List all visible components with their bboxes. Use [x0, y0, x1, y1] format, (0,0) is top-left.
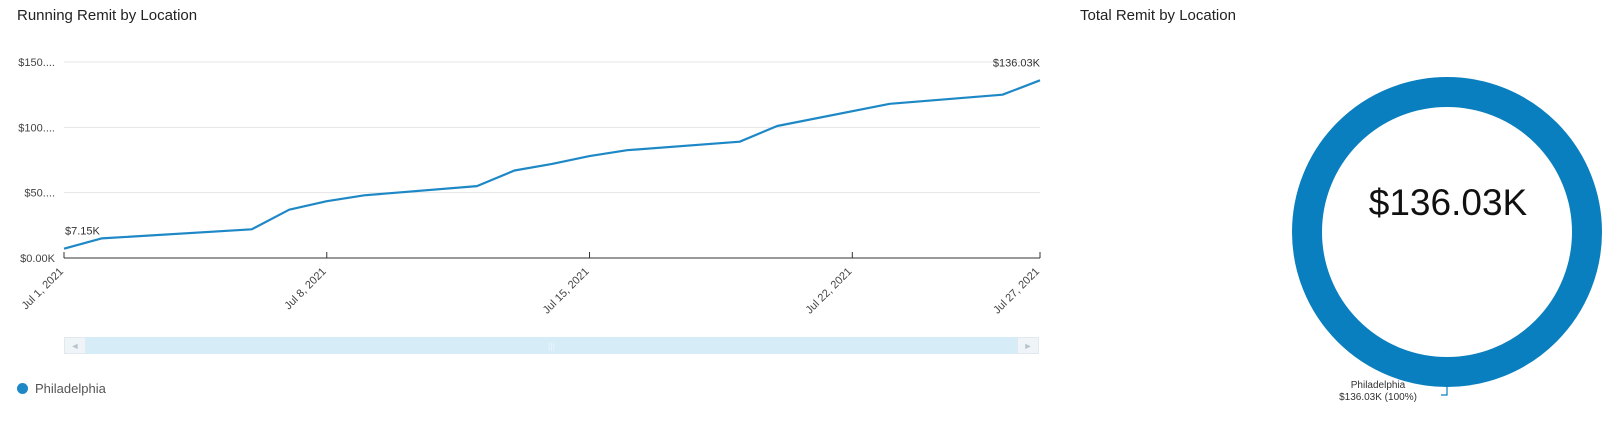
x-tick-label: Jul 22, 2021: [804, 266, 855, 317]
y-tick-label: $0.00K: [20, 253, 56, 265]
y-tick-label: $50....: [24, 188, 55, 200]
chart-scrollbar[interactable]: ◄ ||| ►: [64, 337, 1039, 354]
line-chart-title: Running Remit by Location: [17, 7, 198, 24]
scroll-left-button[interactable]: ◄: [64, 337, 86, 354]
x-tick-label: Jul 1, 2021: [20, 266, 67, 313]
series-line-philadelphia: [63, 79, 1041, 250]
donut-slice-value: $136.03K (100%): [1339, 392, 1417, 403]
x-tick-label: Jul 15, 2021: [541, 266, 592, 317]
x-tick-label: Jul 8, 2021: [282, 266, 329, 313]
data-label: $7.15K: [65, 226, 101, 238]
donut-slice-philadelphia: [1292, 77, 1602, 387]
donut-center-value: $136.03K: [1368, 182, 1528, 223]
x-tick-label: Jul 27, 2021: [991, 266, 1042, 317]
line-chart-legend: Philadelphia: [17, 381, 106, 396]
scroll-grip[interactable]: |||: [547, 341, 556, 351]
donut-slice-label: Philadelphia $136.03K (100%): [1314, 380, 1442, 404]
legend-marker-philadelphia: [17, 383, 28, 394]
scroll-right-button[interactable]: ►: [1017, 337, 1039, 354]
donut-chart-title: Total Remit by Location: [1080, 7, 1236, 24]
y-tick-label: $100....: [18, 122, 55, 134]
donut-slice-name: Philadelphia: [1350, 380, 1406, 391]
y-tick-label: $150....: [18, 57, 55, 69]
data-label: $136.03K: [993, 57, 1041, 69]
donut-leader-line: [1441, 387, 1448, 396]
legend-label-philadelphia[interactable]: Philadelphia: [35, 381, 106, 396]
